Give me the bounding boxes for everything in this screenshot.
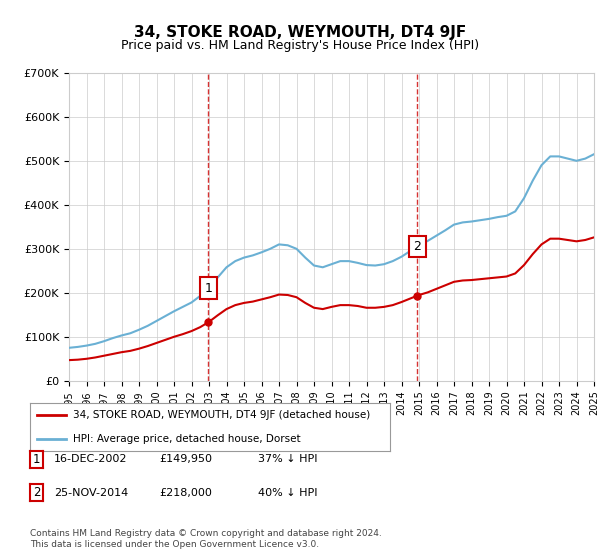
- Text: 2: 2: [413, 240, 421, 253]
- Text: 1: 1: [205, 282, 212, 295]
- Text: 2: 2: [33, 486, 40, 500]
- Text: 34, STOKE ROAD, WEYMOUTH, DT4 9JF: 34, STOKE ROAD, WEYMOUTH, DT4 9JF: [134, 25, 466, 40]
- Text: 34, STOKE ROAD, WEYMOUTH, DT4 9JF (detached house): 34, STOKE ROAD, WEYMOUTH, DT4 9JF (detac…: [73, 410, 370, 420]
- Text: 25-NOV-2014: 25-NOV-2014: [54, 488, 128, 498]
- Text: £218,000: £218,000: [159, 488, 212, 498]
- Text: Price paid vs. HM Land Registry's House Price Index (HPI): Price paid vs. HM Land Registry's House …: [121, 39, 479, 52]
- Text: 16-DEC-2002: 16-DEC-2002: [54, 454, 128, 464]
- Text: 37% ↓ HPI: 37% ↓ HPI: [258, 454, 317, 464]
- Text: 40% ↓ HPI: 40% ↓ HPI: [258, 488, 317, 498]
- Text: £149,950: £149,950: [159, 454, 212, 464]
- Text: Contains HM Land Registry data © Crown copyright and database right 2024.
This d: Contains HM Land Registry data © Crown c…: [30, 529, 382, 549]
- Text: 1: 1: [33, 452, 40, 466]
- Text: HPI: Average price, detached house, Dorset: HPI: Average price, detached house, Dors…: [73, 434, 301, 444]
